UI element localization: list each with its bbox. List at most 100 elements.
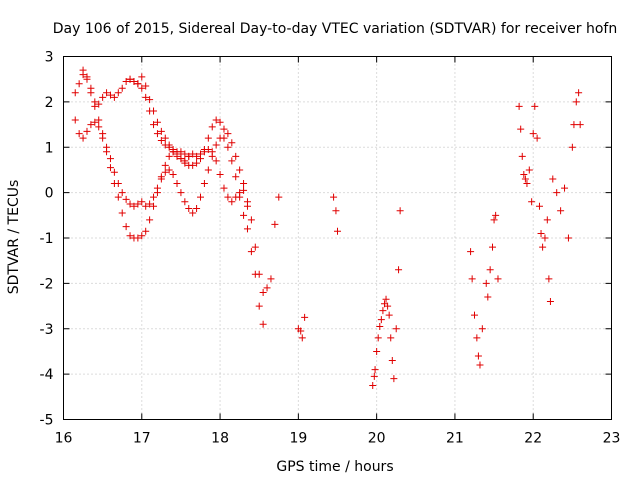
data-point <box>118 189 126 197</box>
x-tick-label: 20 <box>368 431 386 447</box>
data-point <box>212 116 220 124</box>
data-point <box>376 322 384 330</box>
data-point <box>521 175 529 183</box>
data-point <box>473 334 481 342</box>
data-point <box>181 198 189 206</box>
data-point <box>471 311 478 319</box>
data-point <box>232 173 240 181</box>
y-tick-label: -4 <box>40 367 54 383</box>
data-point <box>236 193 244 201</box>
data-point <box>181 150 189 158</box>
data-point <box>99 130 107 138</box>
data-point <box>517 125 525 133</box>
data-point <box>126 75 134 83</box>
data-point <box>157 173 165 181</box>
data-point <box>161 134 169 142</box>
data-point <box>177 148 185 156</box>
data-point <box>87 89 95 97</box>
y-tick-label: -5 <box>40 413 54 429</box>
data-point <box>255 302 263 310</box>
x-tick-label: 21 <box>446 431 464 447</box>
data-point <box>95 116 103 124</box>
data-point <box>161 168 169 176</box>
data-point <box>395 266 403 274</box>
x-axis-label: GPS time / hours <box>276 459 393 475</box>
data-point <box>106 155 114 163</box>
series-sat-h <box>515 89 584 306</box>
data-point <box>515 102 523 110</box>
x-tick-label: 18 <box>211 431 229 447</box>
data-point <box>208 123 216 131</box>
y-tick-label: 3 <box>45 50 54 66</box>
data-point <box>99 93 107 101</box>
data-point <box>553 189 561 197</box>
data-point <box>220 134 228 142</box>
data-point <box>518 152 526 160</box>
data-point <box>153 130 161 138</box>
data-point <box>212 141 220 149</box>
data-point <box>531 102 539 110</box>
data-point <box>396 207 404 215</box>
data-point <box>114 180 122 188</box>
data-point <box>204 134 212 142</box>
data-point <box>382 295 390 303</box>
data-point <box>370 372 378 380</box>
data-point <box>228 139 236 147</box>
data-point <box>373 347 381 355</box>
data-point <box>185 205 193 213</box>
data-point <box>204 166 212 174</box>
data-point <box>153 118 161 126</box>
data-point <box>83 127 91 135</box>
data-point <box>122 223 130 231</box>
data-point <box>122 77 130 85</box>
data-point <box>490 216 498 224</box>
y-tick-label: -2 <box>40 276 54 292</box>
data-points-layer <box>71 66 584 389</box>
data-point <box>185 152 193 160</box>
data-point <box>103 89 111 97</box>
data-point <box>251 270 259 278</box>
data-point <box>240 211 248 219</box>
data-point <box>528 198 536 206</box>
series-sat-d <box>126 73 193 165</box>
data-point <box>130 202 138 210</box>
x-tick-label: 23 <box>603 431 621 447</box>
data-point <box>330 193 338 201</box>
data-point <box>525 166 533 174</box>
series-sat-b <box>71 116 267 328</box>
series-sat-c <box>79 66 251 210</box>
data-point <box>240 186 248 194</box>
data-point <box>557 207 565 215</box>
data-point <box>537 229 545 237</box>
data-point <box>134 234 142 242</box>
data-point <box>240 180 248 188</box>
data-point <box>216 170 224 178</box>
data-point <box>486 266 494 274</box>
x-tick-label: 17 <box>133 431 151 447</box>
data-point <box>118 209 126 217</box>
data-point <box>467 248 475 256</box>
x-tick-label: 16 <box>55 431 73 447</box>
data-point <box>146 200 154 208</box>
data-point <box>130 77 138 85</box>
data-point <box>114 89 122 97</box>
data-point <box>95 123 103 131</box>
y-tick-label: 0 <box>45 186 54 202</box>
data-point <box>489 243 497 251</box>
data-point <box>374 334 382 342</box>
data-point <box>220 184 228 192</box>
data-point <box>561 184 569 192</box>
data-point <box>220 125 228 133</box>
series-sat-f <box>369 207 404 389</box>
data-point <box>476 361 484 369</box>
data-point <box>251 243 259 251</box>
data-point <box>494 275 502 283</box>
data-point <box>224 143 232 151</box>
data-point <box>208 152 216 160</box>
data-point <box>263 284 271 292</box>
data-point <box>189 161 197 169</box>
data-point <box>259 288 267 296</box>
data-point <box>173 152 181 160</box>
plot-frame <box>63 56 612 420</box>
data-point <box>165 141 173 149</box>
